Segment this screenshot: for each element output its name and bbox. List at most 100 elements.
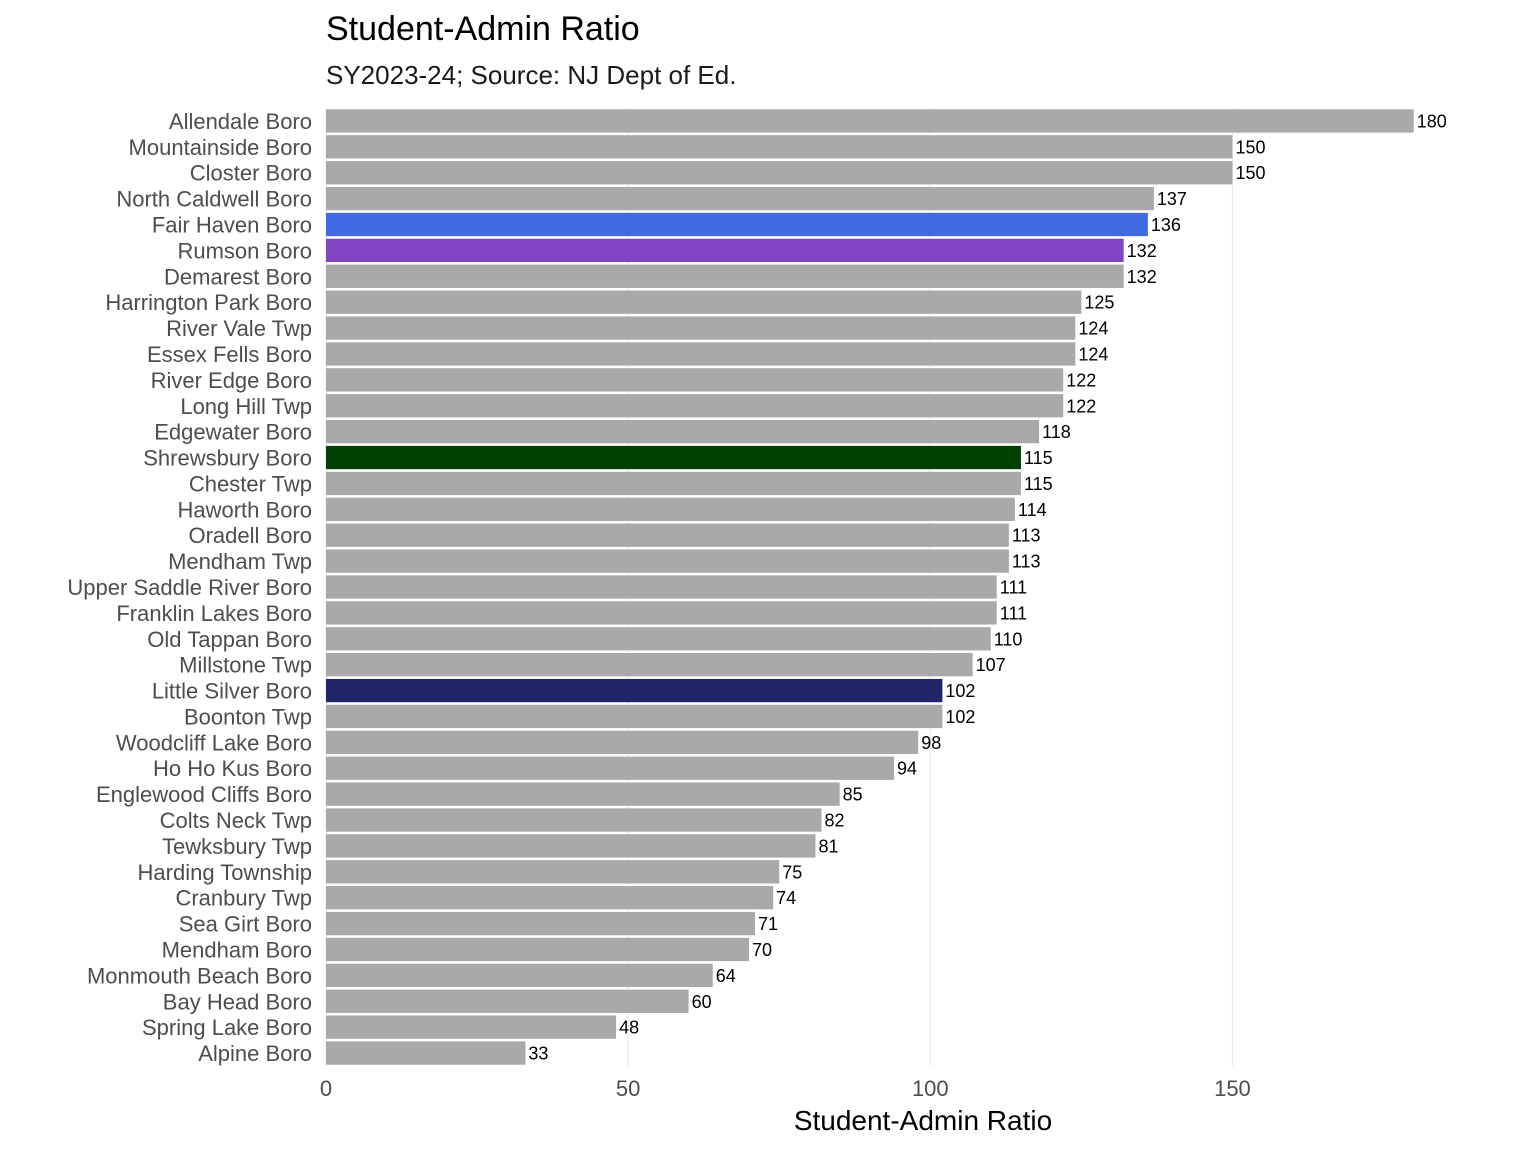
value-label: 64 bbox=[716, 966, 736, 986]
category-label: Bay Head Boro bbox=[163, 989, 312, 1014]
category-label: Monmouth Beach Boro bbox=[87, 963, 312, 988]
category-label: Mountainside Boro bbox=[129, 135, 312, 160]
category-label: Long Hill Twp bbox=[180, 394, 312, 419]
category-label: Rumson Boro bbox=[177, 238, 312, 263]
value-label: 85 bbox=[843, 785, 863, 805]
value-label: 114 bbox=[1018, 500, 1047, 520]
category-label: Englewood Cliffs Boro bbox=[96, 782, 312, 807]
x-axis-title: Student-Admin Ratio bbox=[794, 1105, 1052, 1136]
category-label: Millstone Twp bbox=[179, 653, 312, 678]
bar bbox=[326, 394, 1064, 418]
category-label: Mendham Twp bbox=[168, 549, 312, 574]
category-label: Boonton Twp bbox=[184, 704, 312, 729]
value-label: 70 bbox=[752, 940, 772, 960]
value-label: 132 bbox=[1127, 267, 1157, 287]
bar bbox=[326, 704, 943, 729]
value-label: 111 bbox=[1000, 578, 1027, 598]
bar bbox=[326, 678, 943, 703]
category-label: Cranbury Twp bbox=[175, 886, 312, 911]
value-label: 48 bbox=[619, 1018, 639, 1038]
bar bbox=[326, 523, 1009, 547]
category-label: Fair Haven Boro bbox=[152, 213, 312, 238]
bar bbox=[326, 471, 1021, 496]
category-label: Franklin Lakes Boro bbox=[116, 601, 312, 626]
bar bbox=[326, 316, 1076, 340]
value-label: 150 bbox=[1235, 163, 1265, 183]
bar bbox=[326, 782, 840, 806]
bar bbox=[326, 937, 750, 962]
category-label: Chester Twp bbox=[189, 471, 312, 496]
x-axis-ticks: 0 50 100 150 bbox=[320, 1076, 1251, 1101]
value-label: 102 bbox=[945, 707, 975, 727]
bar bbox=[326, 186, 1154, 211]
category-label: Haworth Boro bbox=[177, 497, 312, 522]
bar bbox=[326, 212, 1148, 237]
value-label: 74 bbox=[776, 888, 796, 908]
value-label: 124 bbox=[1078, 319, 1108, 339]
category-label: Alpine Boro bbox=[198, 1041, 312, 1066]
bar bbox=[326, 653, 973, 677]
bar bbox=[326, 1041, 526, 1065]
bar bbox=[326, 627, 991, 651]
bar bbox=[326, 549, 1009, 573]
bar bbox=[326, 445, 1021, 470]
bar bbox=[326, 419, 1040, 444]
category-label: Ho Ho Kus Boro bbox=[153, 756, 312, 781]
value-labels: 180 150 150 137 136 132 132 125 124 124 122 122 118 1… bbox=[528, 111, 1446, 1063]
bar bbox=[326, 601, 997, 625]
value-label: 118 bbox=[1042, 422, 1071, 442]
x-tick-label: 0 bbox=[320, 1076, 332, 1101]
value-label: 111 bbox=[1000, 603, 1027, 623]
value-label: 81 bbox=[818, 836, 838, 856]
value-label: 33 bbox=[528, 1044, 548, 1064]
bar bbox=[326, 808, 822, 832]
value-label: 125 bbox=[1084, 293, 1114, 313]
category-label: Harrington Park Boro bbox=[105, 290, 312, 315]
bar bbox=[326, 238, 1124, 263]
category-label: Allendale Boro bbox=[169, 109, 312, 134]
category-label: Mendham Boro bbox=[162, 937, 312, 962]
category-label: Harding Township bbox=[138, 860, 312, 885]
value-label: 98 bbox=[921, 733, 941, 753]
bar bbox=[326, 963, 713, 988]
value-label: 115 bbox=[1024, 474, 1053, 494]
value-label: 71 bbox=[758, 914, 778, 934]
value-label: 82 bbox=[825, 811, 845, 831]
x-tick-label: 50 bbox=[616, 1076, 640, 1101]
bar bbox=[326, 730, 919, 755]
x-tick-label: 100 bbox=[912, 1076, 949, 1101]
value-label: 60 bbox=[692, 992, 712, 1012]
value-label: 150 bbox=[1235, 137, 1265, 157]
category-label: Tewksbury Twp bbox=[162, 834, 312, 859]
bar bbox=[326, 342, 1076, 366]
value-label: 132 bbox=[1127, 241, 1157, 261]
value-label: 180 bbox=[1417, 111, 1447, 131]
value-label: 75 bbox=[782, 862, 802, 882]
bar bbox=[326, 756, 895, 780]
value-label: 102 bbox=[945, 681, 975, 701]
bar bbox=[326, 368, 1064, 392]
value-label: 94 bbox=[897, 759, 917, 779]
bar bbox=[326, 860, 780, 884]
bar bbox=[326, 834, 816, 858]
value-label: 136 bbox=[1151, 215, 1181, 235]
category-label: Shrewsbury Boro bbox=[143, 446, 312, 471]
value-label: 124 bbox=[1078, 344, 1108, 364]
category-label: Sea Girt Boro bbox=[179, 912, 312, 937]
category-label: Colts Neck Twp bbox=[160, 808, 312, 833]
category-label: Woodcliff Lake Boro bbox=[116, 730, 312, 755]
bars bbox=[326, 109, 1414, 1065]
value-label: 107 bbox=[976, 655, 1006, 675]
value-label: 113 bbox=[1012, 526, 1041, 546]
category-label: North Caldwell Boro bbox=[116, 187, 312, 212]
value-label: 113 bbox=[1012, 552, 1041, 572]
bar bbox=[326, 989, 689, 1013]
chart-subtitle: SY2023-24; Source: NJ Dept of Ed. bbox=[326, 60, 736, 90]
category-label: Demarest Boro bbox=[164, 264, 312, 289]
category-label: Oradell Boro bbox=[188, 523, 312, 548]
value-label: 110 bbox=[994, 629, 1023, 649]
bar bbox=[326, 1015, 617, 1039]
